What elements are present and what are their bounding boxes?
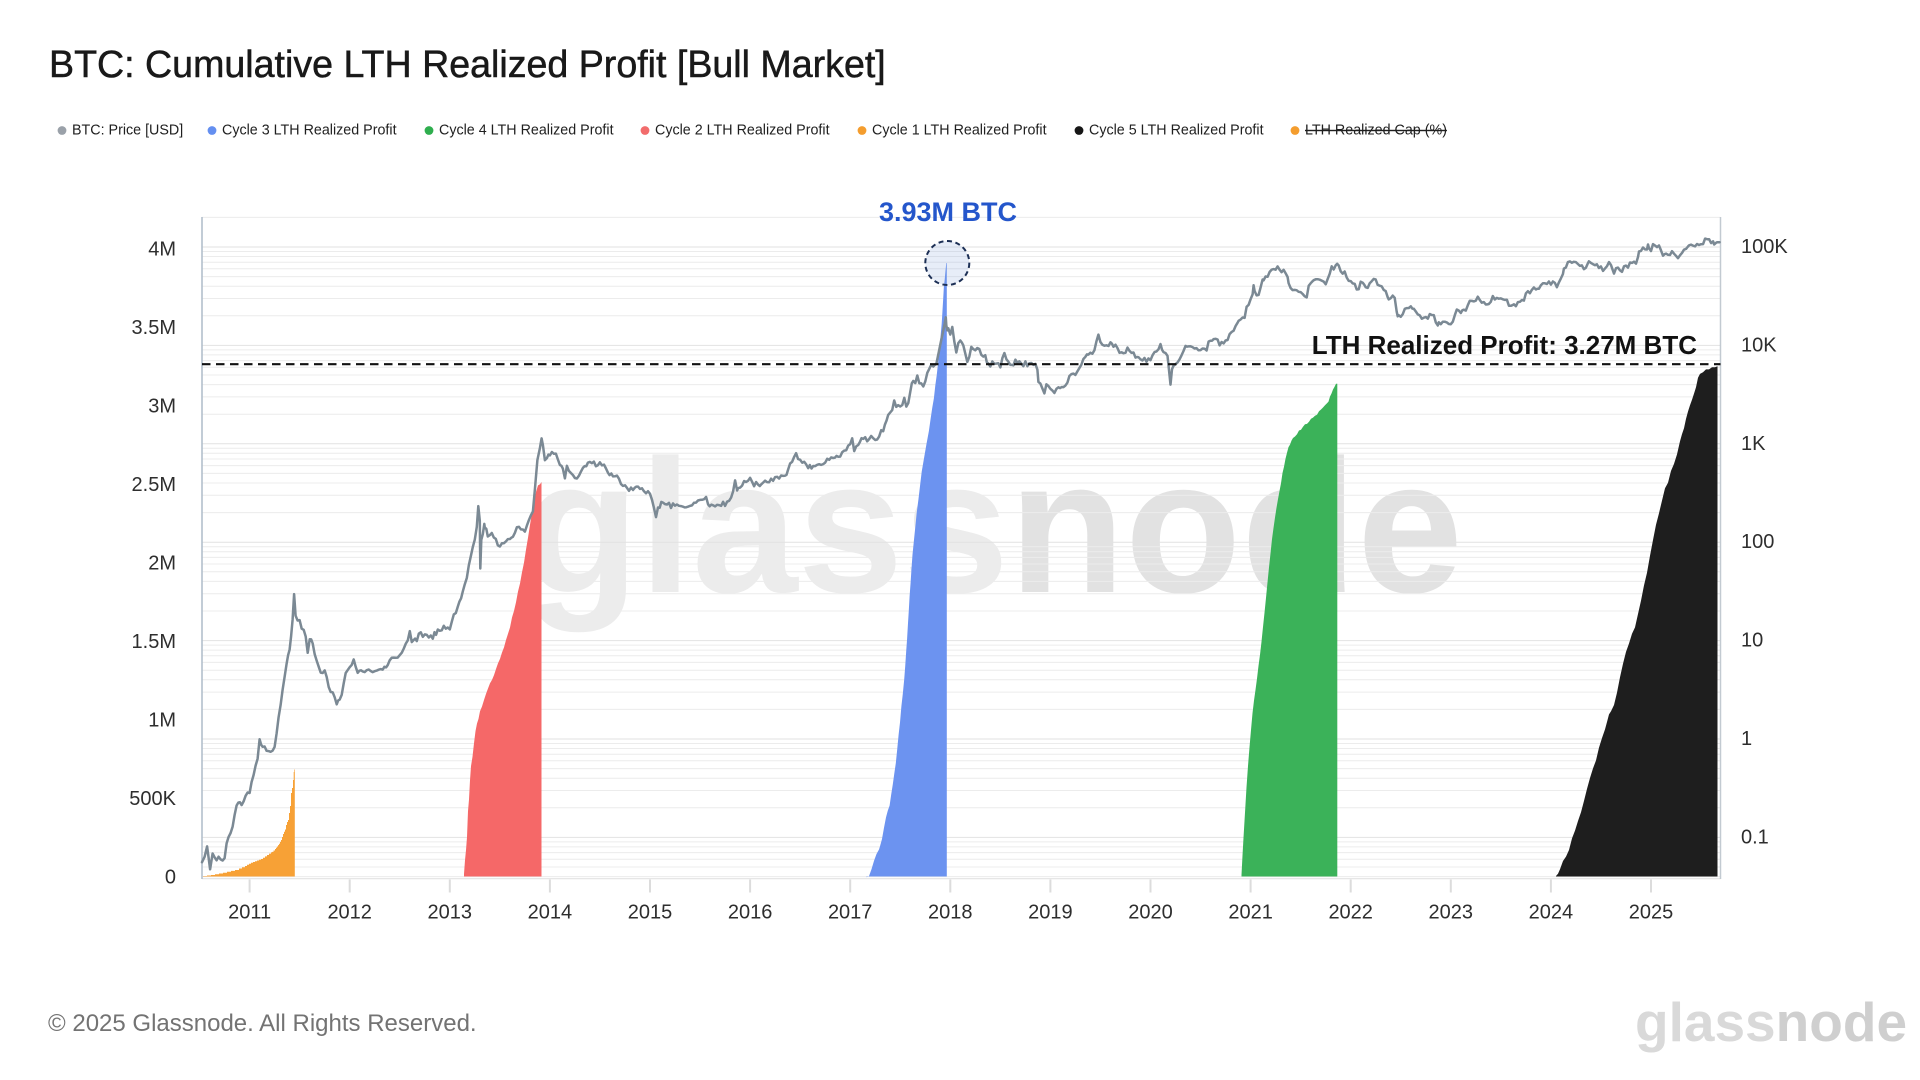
svg-text:2024: 2024 <box>1529 902 1574 924</box>
svg-text:LTH Realized Profit: 3.27M BTC: LTH Realized Profit: 3.27M BTC <box>1312 330 1697 360</box>
svg-text:100: 100 <box>1741 531 1774 553</box>
svg-text:2023: 2023 <box>1429 902 1474 924</box>
svg-text:2M: 2M <box>148 553 176 575</box>
svg-text:4M: 4M <box>148 239 176 261</box>
svg-text:2020: 2020 <box>1128 902 1173 924</box>
svg-text:3M: 3M <box>148 396 176 418</box>
svg-text:1: 1 <box>1741 728 1752 750</box>
svg-text:1.5M: 1.5M <box>132 631 176 653</box>
svg-text:2014: 2014 <box>528 902 573 924</box>
svg-text:2018: 2018 <box>928 902 973 924</box>
svg-text:LTH Realized Cap (%): LTH Realized Cap (%) <box>1305 123 1447 139</box>
svg-text:2013: 2013 <box>428 902 473 924</box>
svg-text:500K: 500K <box>129 788 176 810</box>
svg-text:BTC: Price [USD]: BTC: Price [USD] <box>72 123 183 139</box>
svg-text:2022: 2022 <box>1328 902 1373 924</box>
svg-text:0.1: 0.1 <box>1741 826 1769 848</box>
svg-text:Cycle 5 LTH Realized Profit: Cycle 5 LTH Realized Profit <box>1089 123 1264 139</box>
svg-text:Cycle 2 LTH Realized Profit: Cycle 2 LTH Realized Profit <box>655 123 830 139</box>
svg-text:BTC: Cumulative LTH Realized P: BTC: Cumulative LTH Realized Profit [Bul… <box>49 43 886 85</box>
svg-text:2017: 2017 <box>828 902 873 924</box>
svg-text:1K: 1K <box>1741 433 1766 455</box>
svg-text:Cycle 3 LTH Realized Profit: Cycle 3 LTH Realized Profit <box>222 123 397 139</box>
svg-text:0: 0 <box>165 867 176 889</box>
svg-text:3.93M BTC: 3.93M BTC <box>879 197 1017 227</box>
svg-text:100K: 100K <box>1741 236 1788 258</box>
svg-text:2.5M: 2.5M <box>132 474 176 496</box>
svg-text:2016: 2016 <box>728 902 773 924</box>
svg-text:3.5M: 3.5M <box>132 317 176 339</box>
svg-text:10K: 10K <box>1741 334 1777 356</box>
svg-text:10: 10 <box>1741 630 1763 652</box>
svg-text:© 2025 Glassnode. All Rights R: © 2025 Glassnode. All Rights Reserved. <box>48 1010 477 1037</box>
svg-text:2012: 2012 <box>327 902 372 924</box>
svg-text:glassnode: glassnode <box>1635 991 1907 1053</box>
svg-text:Cycle 1 LTH Realized Profit: Cycle 1 LTH Realized Profit <box>872 123 1047 139</box>
svg-text:2019: 2019 <box>1028 902 1073 924</box>
svg-text:Cycle 4 LTH Realized Profit: Cycle 4 LTH Realized Profit <box>439 123 614 139</box>
svg-text:2011: 2011 <box>228 902 271 924</box>
svg-text:2025: 2025 <box>1629 902 1674 924</box>
svg-text:2015: 2015 <box>628 902 673 924</box>
svg-text:1M: 1M <box>148 710 176 732</box>
svg-text:2021: 2021 <box>1228 902 1273 924</box>
